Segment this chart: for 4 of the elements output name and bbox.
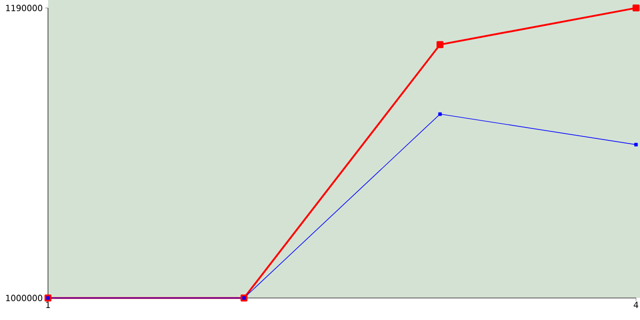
y-tick-label: 1190000 [6,4,42,12]
y-tick-label: 1000000 [6,294,42,302]
x-tick-label: 1 [46,302,50,308]
x-tick-label: 4 [634,302,638,308]
